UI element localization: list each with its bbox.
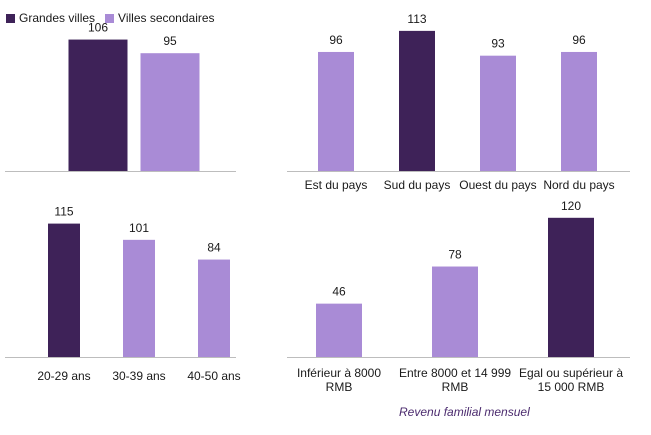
legend-label-villes-secondaires: Villes secondaires [118, 11, 215, 25]
legend: Grandes villes Villes secondaires [6, 10, 225, 26]
category-label-line: RMB [442, 380, 469, 394]
category-label-line: 15 000 RMB [538, 380, 605, 394]
bar-4-1 [316, 303, 362, 357]
category-label-line: Nord du pays [543, 178, 614, 192]
bar-3-2 [123, 239, 155, 357]
category-label-4-3: Egal ou supérieur à 15 000 RMB [519, 366, 623, 394]
legend-item-grandes-villes: Grandes villes [6, 11, 95, 25]
category-label-line: Ouest du pays [459, 178, 536, 192]
category-label-3-2: 30-39 ans [112, 369, 165, 383]
bar-2-3 [480, 55, 516, 171]
value-label-1-1: 106 [88, 21, 108, 35]
bar-4-2 [432, 266, 478, 357]
category-label-line: 30-39 ans [112, 369, 165, 383]
category-label-2-2: Sud du pays [384, 178, 451, 192]
legend-swatch-villes-secondaires [105, 13, 115, 23]
category-label-2-4: Nord du pays [543, 178, 614, 192]
value-label-2-4: 96 [572, 33, 586, 47]
category-label-line: RMB [326, 380, 353, 394]
legend-item-villes-secondaires: Villes secondaires [105, 11, 215, 25]
footnote-label: Revenu familial mensuel [399, 405, 530, 419]
category-label-line: Est du pays [305, 178, 368, 192]
category-label-line: Inférieur à 8000 [297, 366, 381, 380]
category-label-2-3: Ouest du pays [459, 178, 536, 192]
category-label-line: Sud du pays [384, 178, 451, 192]
bar-4-3 [548, 217, 594, 357]
value-label-2-2: 113 [407, 12, 426, 26]
category-label-4-2: Entre 8000 et 14 999 RMB [399, 366, 511, 394]
bar-2-2 [399, 30, 435, 171]
category-label-line: 40-50 ans [187, 369, 240, 383]
bar-3-1 [48, 223, 80, 357]
category-label-3-3: 40-50 ans [187, 369, 240, 383]
bar-2-1 [318, 51, 354, 171]
value-label-2-3: 93 [491, 37, 505, 51]
value-label-1-2: 95 [163, 34, 177, 48]
legend-label-grandes-villes: Grandes villes [19, 11, 96, 25]
bar-1-2 [140, 53, 200, 172]
category-label-line: 20-29 ans [37, 369, 90, 383]
value-label-3-2: 101 [129, 221, 149, 235]
legend-swatch-grandes-villes [6, 13, 15, 23]
value-label-3-1: 115 [54, 205, 73, 219]
category-label-2-1: Est du pays [305, 178, 368, 192]
category-label-3-1: 20-29 ans [37, 369, 90, 383]
bar-1-1 [68, 39, 128, 172]
category-label-line: Entre 8000 et 14 999 [399, 366, 511, 380]
value-label-2-1: 96 [329, 33, 343, 47]
bar-2-4 [561, 51, 597, 171]
category-label-4-1: Inférieur à 8000 RMB [297, 366, 381, 394]
value-label-3-3: 84 [207, 241, 221, 255]
value-label-4-1: 46 [332, 285, 346, 299]
value-label-4-2: 78 [448, 248, 462, 262]
value-label-4-3: 120 [561, 199, 581, 213]
bar-3-3 [198, 259, 230, 357]
category-label-line: Egal ou supérieur à [519, 366, 623, 380]
